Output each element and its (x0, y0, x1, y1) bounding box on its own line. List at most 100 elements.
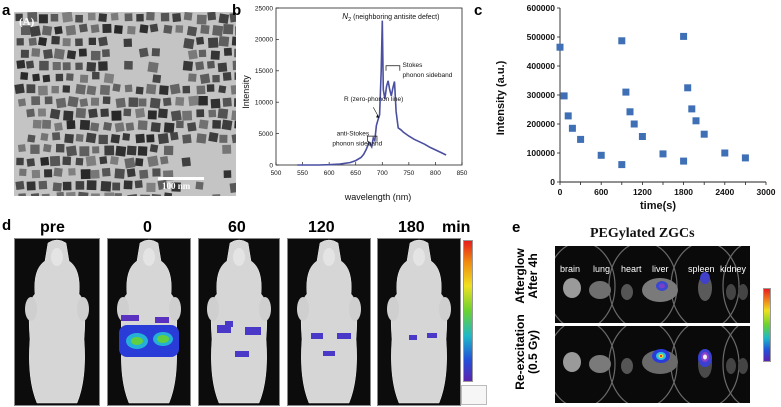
nanocube (85, 132, 97, 144)
nanocube (198, 119, 209, 130)
organs-title: PEGylated ZGCs (590, 226, 695, 241)
mouse-forelimb (259, 297, 271, 321)
nanocube (146, 12, 155, 21)
nanocube (149, 97, 161, 109)
mouse-svg (297, 239, 361, 404)
spectrum-line (297, 20, 447, 166)
mouse-snout (413, 248, 425, 266)
nanocube (75, 181, 85, 190)
organ-label-spleen: spleen (688, 264, 715, 274)
nanocube (66, 50, 77, 60)
annotation-anti-stokes-bracket (367, 135, 378, 142)
nanocube (163, 122, 175, 134)
nanocube (42, 143, 52, 153)
nanocube (75, 133, 84, 142)
nanocube (135, 158, 144, 167)
nanocube (85, 155, 97, 167)
nanocube (182, 60, 194, 72)
nanocube (230, 84, 236, 95)
x-tick-label: 0 (558, 187, 563, 197)
y-tick-label: 0 (550, 177, 555, 187)
nanocube (175, 96, 185, 106)
nanocube (75, 14, 83, 23)
afterglow-organs-svg: brain lung heart liver spleen kidney (555, 246, 748, 323)
nanocube (136, 13, 144, 22)
nanocube (126, 168, 136, 178)
organ-label-heart: heart (621, 264, 642, 274)
annotation-stokes-2: phonon sideband (402, 72, 452, 79)
nanocube (31, 96, 41, 106)
nanocube (125, 122, 135, 131)
x-tick-label: 700 (377, 170, 388, 177)
nanocube (98, 134, 108, 145)
mouse-snout (233, 248, 245, 266)
nanocube (61, 12, 73, 23)
nanocube (16, 38, 24, 46)
nanocube (183, 38, 195, 50)
signal-blob (337, 333, 351, 339)
nanocube (50, 13, 59, 22)
nanocube (188, 73, 197, 82)
nanocube (66, 73, 74, 81)
nanocube (195, 61, 205, 71)
nanocube (110, 12, 119, 21)
annotation-r-arrow (372, 107, 380, 119)
nanocube (27, 12, 38, 22)
nanocube (79, 98, 89, 107)
nanocube (198, 95, 208, 106)
nanocube (208, 109, 217, 118)
nanocube (212, 25, 224, 37)
panel-e-label: e (512, 219, 521, 236)
decay-ylabel: Intensity (a.u.) (495, 60, 507, 135)
mouse-svg (117, 239, 181, 404)
nanocube (92, 71, 100, 80)
nanocube (98, 13, 108, 22)
decay-points (556, 32, 749, 169)
nanocube (138, 47, 149, 58)
nanocube (17, 144, 26, 153)
nanocube (229, 182, 236, 193)
y-tick-label: 200000 (527, 119, 556, 129)
nanocube (102, 96, 111, 105)
nanocube (18, 193, 27, 196)
annotation-r-line: R (zero-phonon line) (344, 96, 403, 103)
annotation-r-arrowhead (376, 114, 380, 118)
x-tick-label: 1800 (674, 187, 693, 197)
nanocube (90, 97, 100, 106)
nanocube (52, 61, 61, 71)
nanocube (75, 62, 83, 70)
nanocube (40, 156, 50, 166)
nanocube (63, 110, 74, 121)
nanocube (170, 110, 182, 122)
spectrum-xlabel: wavelength (nm) (344, 192, 412, 202)
nanocube (234, 98, 236, 107)
nanocube (68, 168, 76, 176)
nanocube (65, 25, 77, 36)
x-tick-label: 600 (324, 170, 335, 177)
nanocube (90, 24, 100, 34)
spectrum-ticks: 500 550 600 650 700 750 800 850 0 5000 10000 15000 2… (255, 5, 468, 177)
nanocube (196, 85, 206, 95)
spectrum-axes (275, 7, 463, 166)
mouse-image-0 (14, 238, 100, 406)
signal-blob (217, 325, 231, 333)
nanocube (88, 37, 97, 46)
nanocube (87, 12, 96, 21)
signal-blob (225, 321, 233, 327)
nanocube (98, 36, 108, 47)
nanocube (231, 110, 236, 121)
signal-blob (427, 333, 437, 338)
nanocube (44, 169, 53, 178)
nanocube (91, 193, 100, 196)
nanocube (55, 73, 64, 82)
tem-inset-letter: (A) (19, 16, 35, 28)
nanocube (175, 25, 184, 33)
nanocube (212, 74, 220, 83)
nanocube (207, 12, 217, 21)
nanocube (78, 48, 87, 57)
nanocube (182, 110, 193, 121)
nanocube (195, 36, 205, 45)
nanocube (163, 145, 174, 156)
nanocube (222, 144, 232, 154)
nanocube (223, 47, 233, 56)
